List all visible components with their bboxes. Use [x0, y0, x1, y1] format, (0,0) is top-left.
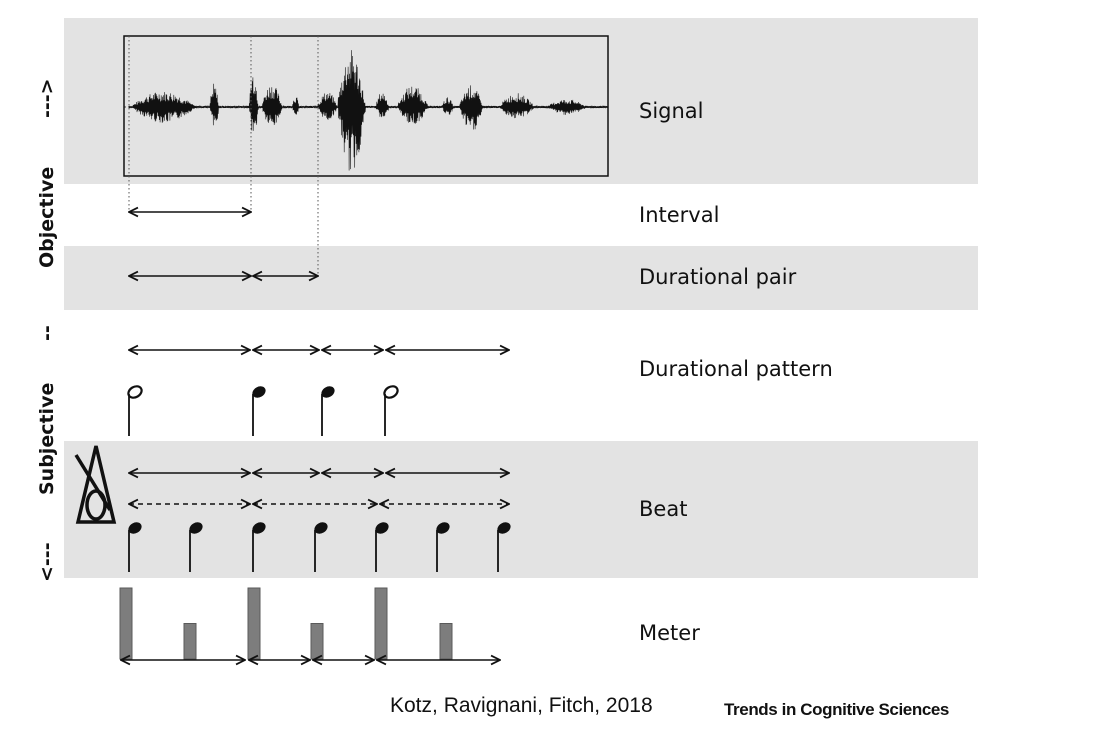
meter-bar — [310, 623, 324, 660]
row-label-meter: Meter — [639, 621, 700, 645]
axis-dashes: -- — [36, 325, 58, 341]
meter-bar — [374, 587, 388, 660]
beat-notes — [128, 522, 511, 572]
signal-box — [123, 35, 609, 177]
quarter-note-icon — [436, 522, 450, 572]
quarter-note-icon — [497, 522, 511, 572]
half-note-icon — [383, 385, 399, 436]
half-note-icon — [127, 385, 143, 436]
meter-bar — [183, 623, 197, 660]
quarter-note-icon — [252, 386, 266, 436]
meter-bar — [247, 587, 261, 660]
axis-bottom-arrow: <--- — [36, 542, 58, 582]
quarter-note-icon — [189, 522, 203, 572]
row-label-beat: Beat — [639, 497, 688, 521]
beat-band — [64, 441, 978, 578]
metronome-icon — [74, 445, 117, 524]
meter-bar — [439, 623, 453, 660]
meter-bars — [119, 587, 453, 660]
quarter-note-icon — [128, 522, 142, 572]
quarter-note-icon — [252, 522, 266, 572]
row-label-signal: Signal — [639, 99, 704, 123]
row-label-durational-pair: Durational pair — [639, 265, 797, 289]
citation: Kotz, Ravignani, Fitch, 2018 — [390, 694, 653, 717]
audio-waveform — [128, 50, 609, 171]
axis-top-arrow: ---> — [36, 78, 58, 118]
axis-label-subjective: Subjective — [36, 382, 58, 495]
quarter-note-icon — [321, 386, 335, 436]
quarter-note-icon — [314, 522, 328, 572]
row-label-interval: Interval — [639, 203, 720, 227]
quarter-note-icon — [375, 522, 389, 572]
row-label-durational-pattern: Durational pattern — [639, 357, 833, 381]
journal-name: Trends in Cognitive Sciences — [724, 700, 949, 719]
durational-pattern-notes — [127, 385, 399, 436]
axis-label-objective: Objective — [36, 166, 58, 268]
meter-bar — [119, 587, 133, 660]
